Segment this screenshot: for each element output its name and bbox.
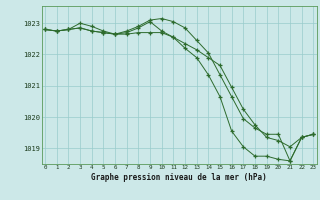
X-axis label: Graphe pression niveau de la mer (hPa): Graphe pression niveau de la mer (hPa) (91, 173, 267, 182)
